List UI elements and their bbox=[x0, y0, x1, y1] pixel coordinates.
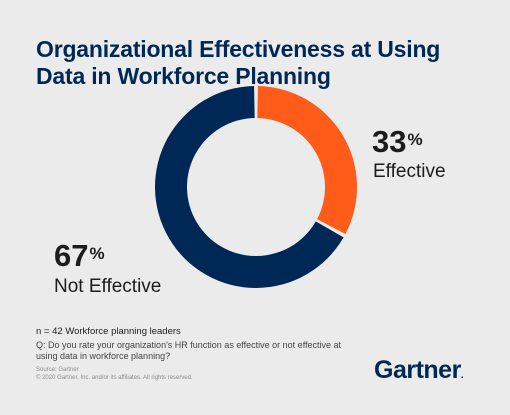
gartner-logo: Gartner. bbox=[374, 356, 464, 385]
effective-percent: 33% bbox=[372, 126, 423, 157]
sample-size-note: n = 42 Workforce planning leaders bbox=[36, 326, 181, 337]
not-effective-label: Not Effective bbox=[54, 276, 162, 297]
donut-slice-not-effective bbox=[155, 86, 344, 288]
title-line-1: Organizational Effectiveness at Using bbox=[36, 36, 441, 62]
survey-question: Q: Do you rate your organization's HR fu… bbox=[36, 340, 342, 361]
title-line-2: Data in Workforce Planning bbox=[36, 63, 331, 89]
donut-slice-effective bbox=[257, 86, 357, 234]
effective-label: Effective bbox=[373, 161, 446, 182]
logo-text: Gartner bbox=[374, 356, 461, 384]
source-line: Source: Gartner bbox=[36, 367, 79, 373]
not-effective-percent: 67% bbox=[54, 240, 105, 271]
copyright-line: © 2020 Gartner, Inc. and/or its affiliat… bbox=[36, 375, 193, 381]
not-effective-percent-value: 67 bbox=[54, 238, 89, 273]
not-effective-percent-sign: % bbox=[89, 244, 105, 263]
source-note: Source: Gartner © 2020 Gartner, Inc. and… bbox=[36, 366, 296, 382]
chart-title: Organizational Effectiveness at Using Da… bbox=[36, 36, 476, 90]
effective-percent-value: 33 bbox=[372, 124, 407, 159]
effective-percent-sign: % bbox=[407, 130, 423, 149]
logo-dot: . bbox=[460, 370, 464, 381]
